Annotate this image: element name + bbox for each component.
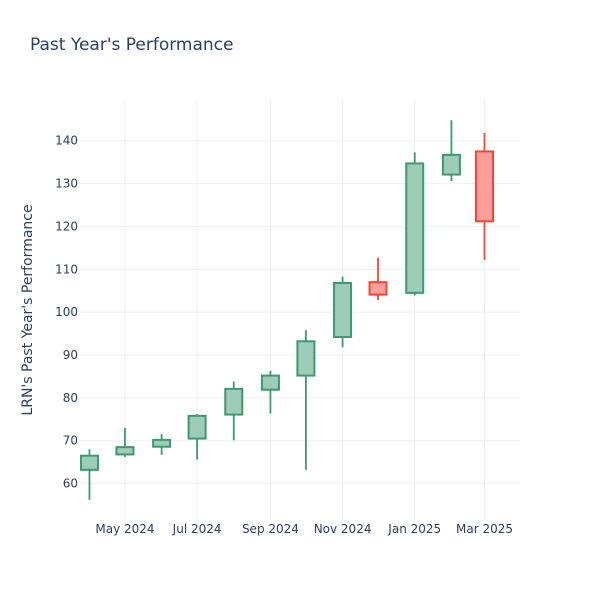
candle-body: [368, 281, 388, 296]
y-tick-label: 80: [63, 391, 78, 405]
candle-decreasing: [475, 133, 495, 260]
y-tick-label: 70: [63, 434, 78, 448]
y-tick-label: 100: [55, 305, 78, 319]
candle-body: [405, 162, 425, 294]
candle-increasing: [115, 427, 135, 457]
candle-increasing: [405, 152, 425, 296]
x-axis-ticks: May 2024 Jul 2024 Sep 2024 Nov 2024 Jan 2025…: [95, 522, 513, 536]
candle-increasing: [79, 449, 99, 500]
candle-decreasing: [368, 257, 388, 301]
candle-body: [224, 387, 244, 416]
chart-title: Past Year's Performance: [30, 35, 234, 55]
y-tick-label: 120: [55, 219, 78, 233]
x-tick-label: Sep 2024: [242, 522, 299, 536]
candle-body: [296, 340, 316, 377]
candle-body: [79, 454, 99, 471]
candle-body: [152, 438, 172, 448]
candle-increasing: [296, 330, 316, 470]
candle-body: [115, 446, 135, 456]
x-tick-label: Mar 2025: [456, 522, 513, 536]
y-tick-label: 90: [63, 348, 78, 362]
y-axis-ticks: 60 70 80 90 100 110 120 130 140: [55, 134, 78, 491]
candle-body: [333, 282, 353, 338]
candle-body: [441, 153, 461, 176]
candle-increasing: [441, 120, 461, 181]
x-tick-label: Jul 2024: [172, 522, 222, 536]
candle-body: [260, 374, 280, 391]
y-tick-label: 130: [55, 177, 78, 191]
candle-increasing: [224, 381, 244, 441]
x-tick-label: Jan 2025: [387, 522, 441, 536]
x-tick-label: May 2024: [95, 522, 154, 536]
candle-increasing: [260, 370, 280, 414]
candles: [79, 120, 495, 500]
candle-increasing: [333, 276, 353, 348]
candle-increasing: [187, 414, 207, 460]
y-tick-label: 140: [55, 134, 78, 148]
y-tick-label: 60: [63, 477, 78, 491]
candle-increasing: [152, 433, 172, 455]
y-tick-label: 110: [55, 262, 78, 276]
candle-body: [187, 414, 207, 440]
x-tick-label: Nov 2024: [314, 522, 372, 536]
y-axis-title: LRN's Past Year's Performance: [20, 204, 36, 415]
candle-body: [475, 150, 495, 223]
